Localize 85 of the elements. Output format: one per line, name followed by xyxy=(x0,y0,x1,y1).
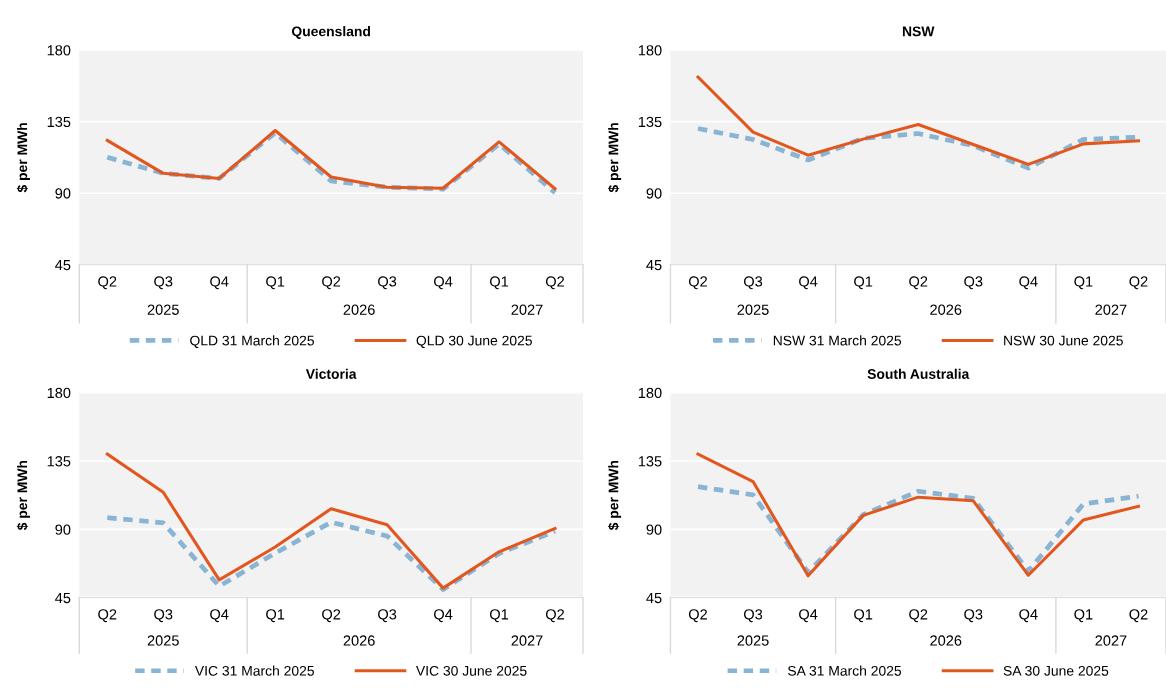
x-tick-label: Q4 xyxy=(210,609,229,623)
y-tick-label: 90 xyxy=(646,188,662,199)
chart-title: South Australia xyxy=(867,368,970,379)
y-tick-label: 135 xyxy=(47,456,71,467)
x-tick-label: Q3 xyxy=(964,276,983,290)
legend-label: VIC 31 March 2025 xyxy=(194,665,314,676)
text: 2025 xyxy=(737,635,769,646)
y-tick-label: 90 xyxy=(55,524,71,535)
chart-title: Victoria xyxy=(305,368,357,379)
x-tick-label: Q2 xyxy=(98,609,117,623)
text: 2026 xyxy=(930,304,962,315)
legend-label: QLD 30 June 2025 xyxy=(416,335,532,348)
x-tick-label: Q4 xyxy=(434,609,453,623)
legend-label: NSW 31 March 2025 xyxy=(773,335,902,346)
x-tick-label: Q1 xyxy=(854,276,873,290)
text: 2026 xyxy=(343,635,375,646)
x-tick-label: Q3 xyxy=(154,276,173,290)
y-tick-label: 45 xyxy=(646,260,662,271)
x-tick-label: Q4 xyxy=(799,276,818,290)
x-tick-label: Q4 xyxy=(210,276,229,290)
x-tick-label: Q1 xyxy=(1074,276,1093,290)
legend-label: SA 31 March 2025 xyxy=(787,665,902,676)
x-tick-label: Q3 xyxy=(378,276,397,290)
x-tick-label: Q1 xyxy=(266,609,285,623)
x-tick-label: Q2 xyxy=(322,609,341,623)
x-tick-label: Q3 xyxy=(154,609,173,623)
y-tick-label: 90 xyxy=(646,524,662,535)
x-tick-label: Q2 xyxy=(98,276,117,290)
x-tick-label: Q1 xyxy=(854,609,873,623)
x-tick-label: Q2 xyxy=(688,609,707,623)
x-tick-label: Q2 xyxy=(545,609,565,623)
y-tick-label: 180 xyxy=(638,45,662,56)
x-tick-label: Q1 xyxy=(1074,609,1093,623)
line-series xyxy=(105,452,557,590)
x-tick-label: Q2 xyxy=(688,276,707,290)
x-tick-label: Q2 xyxy=(322,276,341,290)
line-series xyxy=(696,452,1140,578)
y-tick-label: 180 xyxy=(47,45,71,56)
y-axis-title: $ per MWh xyxy=(607,460,622,531)
x-tick-label: Q2 xyxy=(909,276,928,290)
x-tick-label: Q3 xyxy=(744,609,763,623)
y-axis-title: $ per MWh xyxy=(16,460,30,531)
legend-label: NSW 30 June 2025 xyxy=(1004,335,1123,346)
x-tick-label: Q4 xyxy=(434,276,453,290)
chart-title: Queensland xyxy=(291,26,370,39)
text: 2027 xyxy=(1095,304,1127,315)
x-tick-label: Q2 xyxy=(545,276,565,290)
x-tick-label: Q4 xyxy=(1019,276,1038,290)
legend-label: VIC 30 June 2025 xyxy=(416,665,527,676)
text: 2026 xyxy=(343,304,375,315)
y-tick-label: 180 xyxy=(47,387,71,399)
line-series xyxy=(696,75,1140,166)
text: 2027 xyxy=(511,635,543,646)
text: 2025 xyxy=(147,304,179,315)
y-tick-label: 135 xyxy=(638,456,662,467)
x-tick-label: Q3 xyxy=(378,609,397,623)
text: 2027 xyxy=(1095,635,1127,646)
chart-title: NSW xyxy=(902,26,935,37)
x-tick-label: Q4 xyxy=(1019,609,1038,623)
text: 2025 xyxy=(147,635,179,646)
y-tick-label: 45 xyxy=(55,592,71,604)
x-tick-label: Q3 xyxy=(744,276,763,290)
y-axis-title: $ per MWh xyxy=(16,123,30,193)
y-axis-title: $ per MWh xyxy=(607,123,622,193)
y-tick-label: 45 xyxy=(55,260,71,271)
x-tick-label: Q1 xyxy=(266,276,285,290)
text: 2027 xyxy=(511,304,543,315)
text: 2025 xyxy=(737,304,769,315)
x-tick-label: Q1 xyxy=(490,276,509,290)
legend-label: SA 30 June 2025 xyxy=(1003,665,1109,676)
line-series xyxy=(104,515,558,592)
x-tick-label: Q1 xyxy=(490,609,509,623)
y-tick-label: 90 xyxy=(55,188,71,199)
y-tick-label: 180 xyxy=(638,387,662,399)
x-tick-label: Q3 xyxy=(964,609,983,623)
x-tick-label: Q2 xyxy=(909,609,928,623)
y-tick-label: 135 xyxy=(47,116,71,128)
y-tick-label: 45 xyxy=(646,592,662,604)
x-tick-label: Q2 xyxy=(1129,276,1148,290)
legend-label: QLD 31 March 2025 xyxy=(190,335,314,348)
line-series xyxy=(695,484,1141,575)
text: 2026 xyxy=(930,635,962,646)
y-tick-label: 135 xyxy=(638,116,662,128)
x-tick-label: Q2 xyxy=(1129,609,1148,623)
x-tick-label: Q4 xyxy=(799,609,818,623)
